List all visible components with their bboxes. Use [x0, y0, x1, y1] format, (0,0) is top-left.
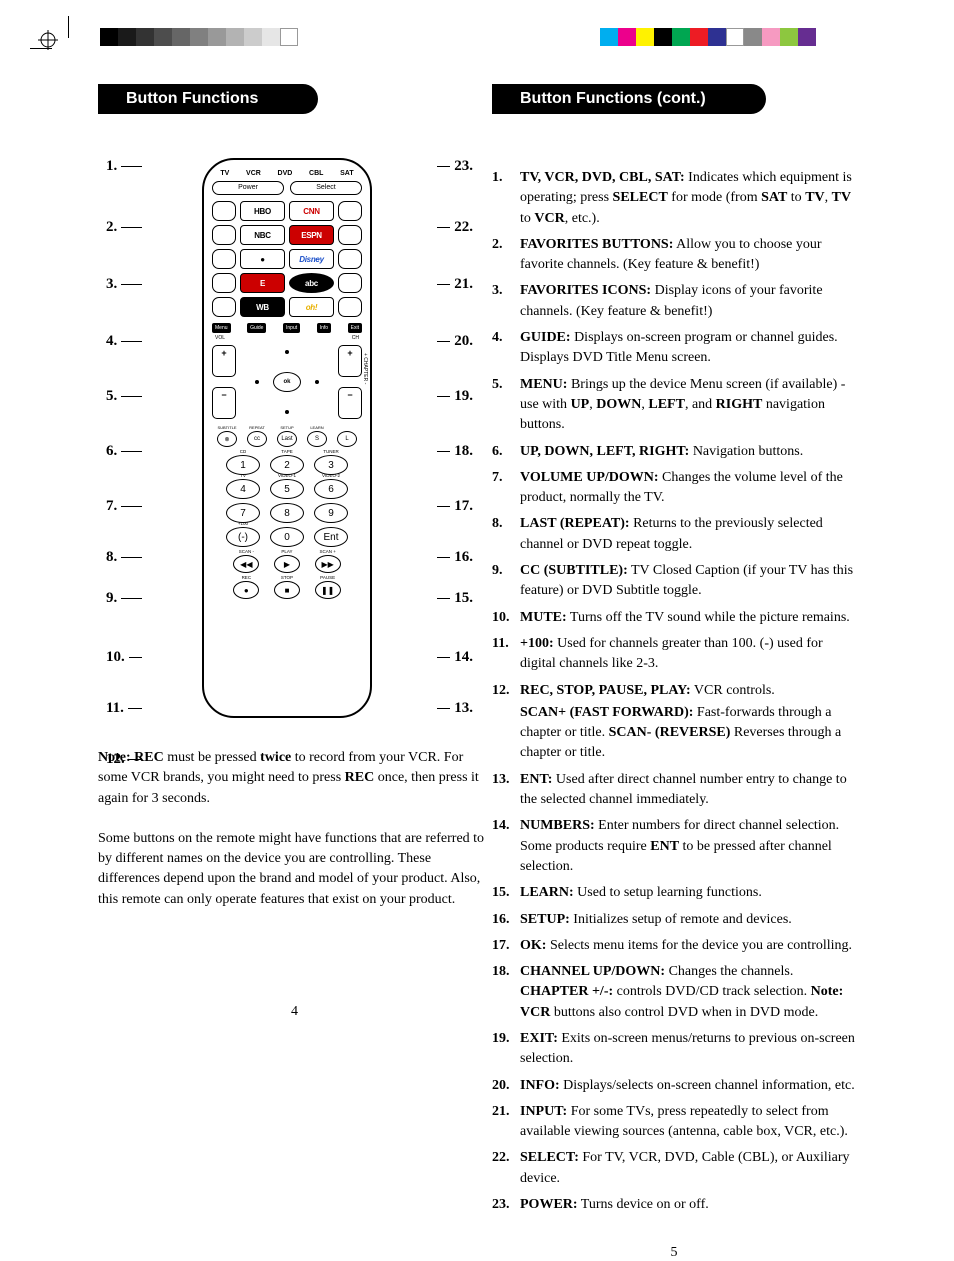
callout-21: 21. — [433, 276, 473, 293]
definition-14: 14.NUMBERS: Enter numbers for direct cha… — [492, 816, 856, 877]
callout-6: 6. — [106, 443, 146, 460]
callout-17: 17. — [433, 498, 473, 515]
definition-12: 12.REC, STOP, PAUSE, PLAY: VCR controls.… — [492, 681, 856, 764]
callouts-left: 1. 2. 3. 4. 5. 6. 7. 8. 9. 10. 11. 12. — [106, 158, 146, 768]
definition-5: 5.MENU: Brings up the device Menu screen… — [492, 375, 856, 436]
definition-2: 2.FAVORITES BUTTONS: Allow you to choose… — [492, 235, 856, 276]
definition-15: 15.LEARN: Used to setup learning functio… — [492, 883, 856, 903]
number-pad: 1CD2TAPE3TUNER4TV5VIDEO-16VIDEO-2789(-)+… — [226, 455, 348, 547]
callout-14: 14. — [433, 649, 473, 666]
definition-8: 8.LAST (REPEAT): Returns to the previous… — [492, 514, 856, 555]
definition-18: 18.CHANNEL UP/DOWN: Changes the channels… — [492, 962, 856, 1023]
remote-body: TVVCRDVDCBLSAT Power Select HBOCNNNBCESP… — [202, 158, 372, 718]
callout-12: 12. — [106, 751, 146, 768]
section-header-right: Button Functions (cont.) — [492, 84, 766, 114]
transport-row-1: ◀◀SCAN -▶PLAY▶▶SCAN + — [226, 555, 348, 573]
callout-15: 15. — [433, 590, 473, 607]
chapter-label: + CHAPTER - — [362, 353, 368, 384]
small-keys-row: ⊗SUBTITLEccREPEATLastSETUPSLEARNL — [212, 431, 362, 447]
definition-11: 11.+100: Used for channels greater than … — [492, 634, 856, 675]
callout-23: 23. — [433, 158, 473, 175]
callout-1: 1. — [106, 158, 146, 175]
vol-label: VOL — [215, 335, 225, 341]
callout-20: 20. — [433, 333, 473, 350]
rec-note: Note: REC must be pressed twice to recor… — [98, 748, 491, 809]
ch-down: − — [338, 387, 362, 419]
callout-19: 19. — [433, 388, 473, 405]
definition-16: 16.SETUP: Initializes setup of remote an… — [492, 910, 856, 930]
definition-7: 7.VOLUME UP/DOWN: Changes the volume lev… — [492, 468, 856, 509]
definition-22: 22.SELECT: For TV, VCR, DVD, Cable (CBL)… — [492, 1148, 856, 1189]
transport-row-2: ●REC■STOP❚❚PAUSE — [226, 581, 348, 599]
page-right: Button Functions (cont.) 1.TV, VCR, DVD,… — [492, 84, 856, 1221]
definition-21: 21.INPUT: For some TVs, press repeatedly… — [492, 1102, 856, 1143]
callout-7: 7. — [106, 498, 146, 515]
definition-20: 20.INFO: Displays/selects on-screen chan… — [492, 1076, 856, 1096]
page-number-right: 5 — [492, 1245, 856, 1261]
definition-13: 13.ENT: Used after direct channel number… — [492, 770, 856, 811]
callout-9: 9. — [106, 590, 146, 607]
definition-19: 19.EXIT: Exits on-screen menus/returns t… — [492, 1029, 856, 1070]
definition-4: 4.GUIDE: Displays on-screen program or c… — [492, 328, 856, 369]
callout-16: 16. — [433, 549, 473, 566]
ch-up: + — [338, 345, 362, 377]
definition-23: 23.POWER: Turns device on or off. — [492, 1195, 856, 1215]
ok-button: ok — [273, 372, 301, 392]
section-header-left: Button Functions — [98, 84, 318, 114]
vol-down: − — [212, 387, 236, 419]
remote-diagram: 1.2.3.4.5.6.7.8.9.10.11.12. 23.22.21.20.… — [98, 158, 491, 718]
favorites-grid: HBOCNNNBCESPN●DisneyEabcWBoh! — [212, 201, 362, 317]
callout-22: 22. — [433, 219, 473, 236]
dpad: ok — [251, 346, 323, 418]
page-number-left: 4 — [98, 1004, 491, 1020]
callout-18: 18. — [433, 443, 473, 460]
grayscale-bar — [100, 28, 298, 46]
callouts-right: 23. 22. 21. 20. 19. 18. 17. 16. 15. 14. 13. — [433, 158, 473, 717]
definition-3: 3.FAVORITES ICONS: Display icons of your… — [492, 281, 856, 322]
definition-1: 1.TV, VCR, DVD, CBL, SAT: Indicates whic… — [492, 168, 856, 229]
definition-6: 6.UP, DOWN, LEFT, RIGHT: Navigation butt… — [492, 442, 856, 462]
callout-3: 3. — [106, 276, 146, 293]
callout-8: 8. — [106, 549, 146, 566]
mode-indicator-row: TVVCRDVDCBLSAT — [212, 170, 362, 177]
definition-10: 10.MUTE: Turns off the TV sound while th… — [492, 608, 856, 628]
callout-11: 11. — [106, 700, 146, 717]
definition-9: 9.CC (SUBTITLE): TV Closed Caption (if y… — [492, 561, 856, 602]
dpad-area: VOL CH + − + − + CHAPTER - ok — [212, 339, 362, 425]
ch-label: CH — [352, 335, 359, 341]
callout-13: 13. — [433, 700, 473, 717]
callout-10: 10. — [106, 649, 146, 666]
callout-5: 5. — [106, 388, 146, 405]
select-button: Select — [290, 181, 362, 195]
vol-up: + — [212, 345, 236, 377]
definition-17: 17.OK: Selects menu items for the device… — [492, 936, 856, 956]
function-key-row: MenuGuideInputInfoExit — [212, 323, 362, 333]
callout-2: 2. — [106, 219, 146, 236]
page-left: Button Functions 1. 2. 3. 4. 5. 6. 7. 8. 9. 10. 11… — [98, 84, 491, 930]
color-bar — [600, 28, 816, 46]
button-definitions-list: 1.TV, VCR, DVD, CBL, SAT: Indicates whic… — [492, 168, 856, 1215]
button-name-note: Some buttons on the remote might have fu… — [98, 829, 491, 910]
power-button: Power — [212, 181, 284, 195]
callout-4: 4. — [106, 333, 146, 350]
